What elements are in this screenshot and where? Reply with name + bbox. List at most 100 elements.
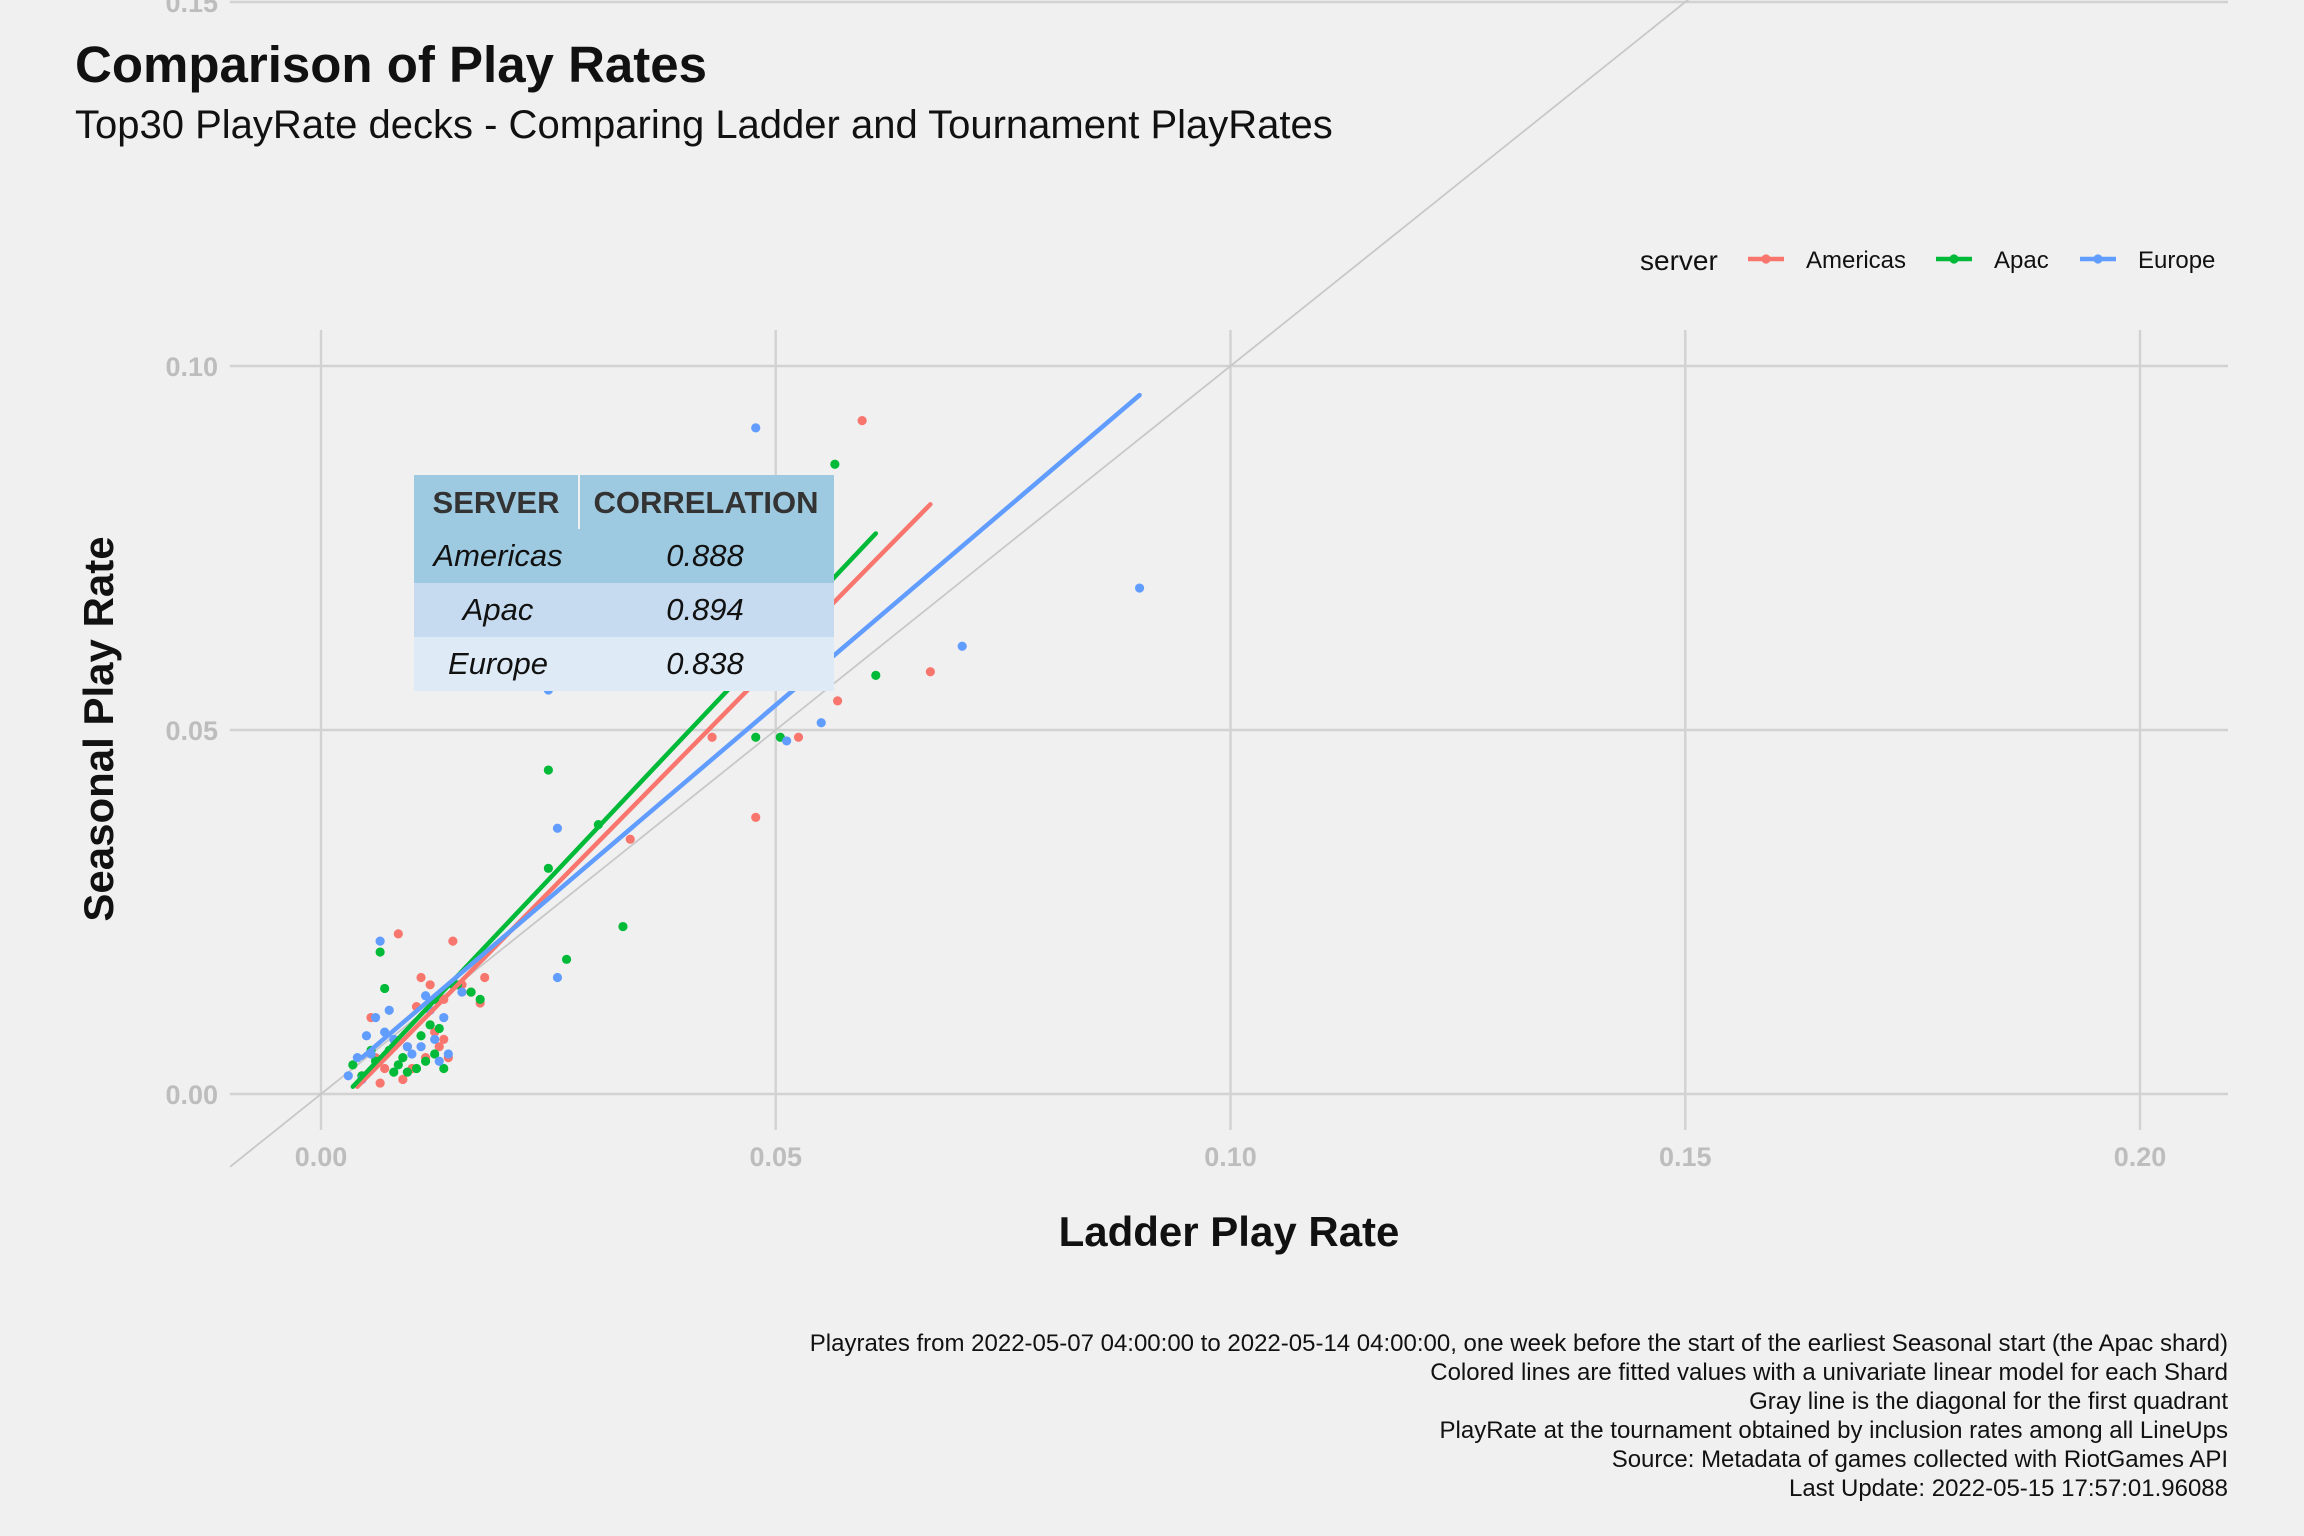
y-tick-label: 0.15 [165, 0, 218, 18]
point-europe [439, 1012, 449, 1023]
point-americas [425, 980, 435, 990]
point-apac [618, 921, 628, 932]
legend-key-point [1761, 254, 1771, 264]
point-apac [543, 765, 553, 775]
point-apac [348, 1060, 358, 1070]
point-europe [1134, 583, 1145, 593]
point-americas [393, 929, 403, 939]
point-apac [475, 994, 485, 1004]
point-americas [434, 1042, 444, 1052]
point-europe [343, 1071, 353, 1081]
caption-line: Playrates from 2022-05-07 04:00:00 to 20… [810, 1330, 2228, 1357]
point-americas [439, 1034, 449, 1044]
point-americas [832, 696, 843, 706]
y-tick-label: 0.05 [165, 716, 218, 746]
point-americas [416, 972, 426, 983]
caption-line: Colored lines are fitted values with a u… [1430, 1359, 2228, 1386]
table-header-cell [580, 475, 834, 529]
x-axis-title: Ladder Play Rate [1059, 1208, 1400, 1255]
point-apac [751, 732, 761, 742]
point-americas [925, 667, 935, 677]
legend-label-europe: Europe [2138, 247, 2215, 274]
y-axis-title: Seasonal Play Rate [75, 536, 122, 921]
table-header-cell [414, 475, 578, 529]
point-europe [434, 1056, 444, 1066]
point-apac [543, 863, 553, 873]
point-americas [480, 972, 490, 983]
point-europe [552, 972, 563, 983]
x-tick-label: 0.20 [2114, 1142, 2167, 1172]
table-cell-correlation: 0.894 [666, 592, 744, 627]
x-tick-label: 0.10 [1204, 1142, 1257, 1172]
table-cell-correlation: 0.888 [666, 538, 744, 573]
axis-ticks: 0.000.000.050.050.100.100.150.150.200.20 [165, 0, 2166, 1172]
point-europe [552, 823, 563, 833]
point-americas [625, 834, 635, 844]
point-americas [751, 812, 761, 822]
point-americas [857, 416, 867, 426]
table-cell-server: Americas [431, 538, 562, 573]
point-europe [957, 641, 967, 651]
caption: Playrates from 2022-05-07 04:00:00 to 20… [810, 1330, 2229, 1502]
point-apac [398, 1053, 408, 1063]
point-europe [782, 736, 792, 746]
table-row [414, 529, 834, 583]
table-cell-server: Apac [461, 592, 534, 627]
point-apac [380, 983, 390, 994]
point-europe [407, 1049, 417, 1059]
point-apac [561, 954, 572, 964]
chart-subtitle: Top30 PlayRate decks - Comparing Ladder … [75, 103, 1333, 147]
y-tick-label: 0.10 [165, 352, 218, 382]
legend-key-point [2093, 254, 2103, 264]
point-apac [389, 1067, 399, 1077]
x-tick-label: 0.15 [1659, 1142, 1712, 1172]
caption-line: Source: Metadata of games collected with… [1612, 1446, 2228, 1473]
table-cell-server: Europe [448, 646, 548, 681]
correlation-table: SERVER CORRELATION Americas 0.888 Apac 0.894 E… [414, 475, 834, 691]
legend-key-point [1949, 254, 1959, 264]
point-europe [375, 936, 385, 946]
point-apac [466, 987, 476, 997]
table-cell-correlation: 0.838 [666, 646, 744, 681]
caption-line: Gray line is the diagonal for the first … [1749, 1388, 2228, 1415]
point-apac [420, 1056, 431, 1066]
caption-line: Last Update: 2022-05-15 17:57:01.96088 [1789, 1475, 2228, 1502]
point-americas [793, 732, 804, 742]
point-europe [384, 1005, 394, 1015]
point-europe [443, 1049, 453, 1059]
point-apac [830, 459, 840, 469]
point-apac [393, 1060, 403, 1070]
fit-line-americas [355, 502, 933, 1089]
point-americas [398, 1074, 408, 1085]
diagonal-line [229, 0, 1690, 1168]
legend-label-apac: Apac [1994, 247, 2049, 274]
point-americas [448, 936, 458, 946]
point-europe [416, 1042, 426, 1052]
y-tick-label: 0.00 [165, 1080, 218, 1110]
point-apac [425, 1020, 435, 1030]
caption-line: PlayRate at the tournament obtained by i… [1440, 1417, 2228, 1444]
point-apac [430, 1049, 440, 1059]
table-row [414, 583, 834, 637]
point-europe [402, 1042, 413, 1052]
x-tick-label: 0.00 [295, 1142, 348, 1172]
table-header-server: SERVER [433, 485, 560, 520]
fit-line-europe [359, 392, 1142, 1060]
point-europe [352, 1053, 362, 1063]
x-tick-label: 0.05 [749, 1142, 802, 1172]
legend-label-americas: Americas [1806, 247, 1906, 274]
point-apac [439, 1063, 449, 1074]
table-header-correlation: CORRELATION [593, 485, 818, 520]
chart-title: Comparison of Play Rates [75, 36, 707, 93]
point-americas [375, 1078, 385, 1088]
point-apac [434, 1023, 444, 1034]
point-europe [361, 1031, 372, 1041]
legend-title: server [1640, 245, 1718, 276]
diagonal-reference [229, 0, 1690, 1168]
point-apac [411, 1063, 422, 1074]
point-europe [370, 1012, 381, 1023]
point-apac [375, 947, 385, 957]
point-apac [402, 1067, 413, 1077]
point-apac [416, 1031, 426, 1041]
